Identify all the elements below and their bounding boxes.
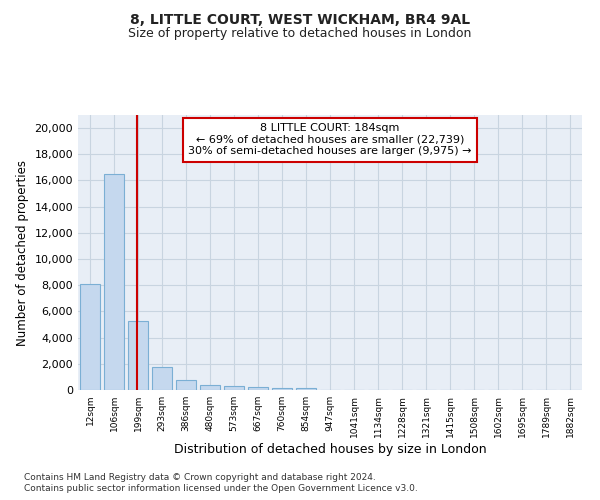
- Bar: [296, 388, 316, 390]
- Text: Contains HM Land Registry data © Crown copyright and database right 2024.: Contains HM Land Registry data © Crown c…: [24, 472, 376, 482]
- Bar: [152, 367, 172, 390]
- Bar: [224, 386, 244, 390]
- Bar: [104, 174, 124, 390]
- Text: Contains public sector information licensed under the Open Government Licence v3: Contains public sector information licen…: [24, 484, 418, 493]
- Bar: [176, 380, 196, 390]
- Bar: [80, 284, 100, 390]
- Bar: [272, 388, 292, 390]
- Bar: [128, 320, 148, 390]
- Bar: [200, 385, 220, 390]
- Text: Size of property relative to detached houses in London: Size of property relative to detached ho…: [128, 28, 472, 40]
- Y-axis label: Number of detached properties: Number of detached properties: [16, 160, 29, 346]
- Text: 8 LITTLE COURT: 184sqm
← 69% of detached houses are smaller (22,739)
30% of semi: 8 LITTLE COURT: 184sqm ← 69% of detached…: [188, 123, 472, 156]
- X-axis label: Distribution of detached houses by size in London: Distribution of detached houses by size …: [173, 442, 487, 456]
- Text: 8, LITTLE COURT, WEST WICKHAM, BR4 9AL: 8, LITTLE COURT, WEST WICKHAM, BR4 9AL: [130, 12, 470, 26]
- Bar: [248, 388, 268, 390]
